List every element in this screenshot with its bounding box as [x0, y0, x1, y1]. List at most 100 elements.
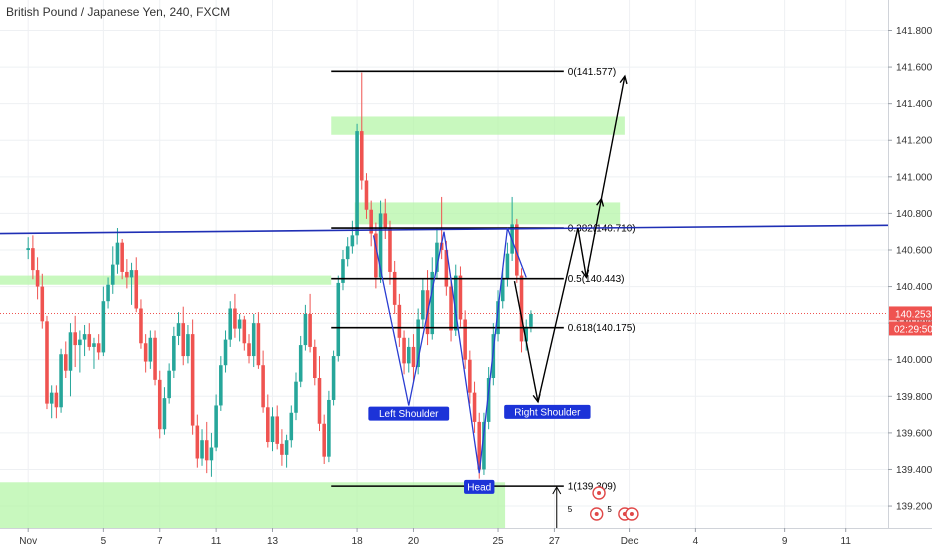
price-tick-label: 139.200: [896, 502, 932, 513]
candle-body: [392, 271, 397, 305]
time-tick-label: 13: [267, 536, 279, 547]
candle-body: [529, 314, 533, 327]
candle-body: [261, 365, 265, 408]
candle-body: [195, 425, 200, 459]
time-tick-label: 4: [693, 536, 699, 547]
candle-body: [92, 343, 96, 347]
candle-body: [190, 334, 195, 426]
highlight-zone: [331, 116, 625, 135]
candle-body: [453, 275, 458, 331]
candle-body: [430, 271, 435, 335]
pattern-label-text: Left Shoulder: [379, 409, 439, 420]
pattern-labels: Left Shoulder Head Right Shoulder: [368, 404, 591, 494]
highlight-zone: [0, 482, 506, 530]
price-tick-label: 139.600: [896, 428, 932, 439]
candle-body: [214, 405, 218, 448]
candle-body: [148, 337, 153, 362]
candle-body: [270, 416, 275, 443]
candle-body: [167, 370, 171, 399]
candle-body: [106, 284, 110, 302]
candle-body: [82, 334, 87, 340]
candle-body: [322, 423, 326, 457]
time-tick-label: 18: [352, 536, 364, 547]
candle-body: [59, 354, 63, 408]
countdown-label: 02:29:50: [894, 324, 932, 335]
candle-body: [228, 308, 233, 340]
candle-body: [378, 213, 383, 278]
candle-body: [153, 337, 157, 380]
price-tick-label: 141.800: [896, 26, 932, 37]
chart-title: British Pound / Japanese Yen, 240, FXCM: [6, 5, 230, 19]
candle-body: [421, 290, 425, 320]
candle-body: [125, 271, 129, 278]
candle-body: [289, 412, 294, 441]
candle-body: [468, 359, 472, 393]
candle-body: [308, 314, 312, 347]
candle-body: [78, 339, 82, 346]
candle-body: [172, 335, 176, 371]
candle-body: [341, 259, 345, 283]
candle-body: [242, 319, 247, 344]
candle-body: [350, 235, 355, 247]
candle-body: [101, 301, 106, 353]
price-tick-label: 139.800: [896, 392, 932, 403]
fib-level-label: 0(141.577): [568, 67, 616, 78]
candle-body: [204, 440, 209, 461]
candle-body: [444, 249, 449, 287]
candle-body: [209, 447, 214, 461]
candle-body: [336, 282, 341, 357]
candle-body: [317, 378, 322, 424]
candle-body: [383, 213, 388, 229]
candle-body: [120, 242, 124, 272]
time-tick-label: Dec: [621, 536, 639, 547]
candle-body: [298, 345, 303, 382]
trendline[interactable]: [0, 224, 889, 235]
fib-retracement[interactable]: 0(141.577) 0.382(140.710) 0.5(140.443) 0.61…: [331, 67, 636, 493]
grid: [0, 0, 888, 528]
candle-body: [435, 242, 439, 272]
candle-body: [68, 332, 73, 371]
candle-body: [115, 242, 120, 265]
candle-body: [463, 319, 467, 360]
candle-body: [186, 334, 190, 357]
projection-segment: [537, 227, 579, 402]
fib-level-label: 0.618(140.175): [568, 323, 636, 334]
candle-body: [176, 323, 181, 336]
candle-body: [327, 399, 331, 457]
price-axis[interactable]: 141.800 141.600 141.400 141.200 141.000 140.8…: [888, 0, 932, 550]
candle-body: [35, 270, 40, 287]
event-count-label: 5: [607, 505, 612, 514]
candles[interactable]: [26, 72, 533, 479]
candle-body: [280, 443, 284, 455]
candle-body: [129, 270, 134, 278]
candle-body: [139, 308, 143, 344]
projection-arrowhead: [619, 74, 628, 85]
candle-body: [181, 323, 186, 357]
candle-body: [49, 392, 54, 404]
candle-body: [397, 304, 402, 338]
projection-segment: [600, 76, 626, 199]
time-tick-label: 27: [549, 536, 561, 547]
highlight-zones: [0, 116, 625, 530]
candle-body: [294, 381, 298, 413]
time-tick-label: 25: [492, 536, 504, 547]
candle-body: [449, 286, 453, 331]
highlight-zone: [0, 275, 332, 285]
candle-body: [524, 326, 529, 342]
candle-body: [369, 209, 373, 234]
head-and-shoulders-pattern[interactable]: [372, 227, 527, 474]
event-flag-dot: [594, 512, 599, 516]
candle-body: [519, 275, 524, 342]
candle-body: [247, 343, 251, 357]
projection-arrows[interactable]: [513, 74, 628, 404]
candle-body: [477, 421, 482, 470]
candle-body: [458, 275, 463, 320]
pattern-zigzag: [372, 227, 527, 474]
candle-body: [374, 233, 378, 278]
neckline: [0, 224, 889, 235]
time-tick-label: 20: [408, 536, 420, 547]
price-tick-label: 141.400: [896, 99, 932, 110]
time-axis[interactable]: Nov 5 7 11 13 18 20 25 27 Dec 4 9 11: [0, 528, 932, 550]
